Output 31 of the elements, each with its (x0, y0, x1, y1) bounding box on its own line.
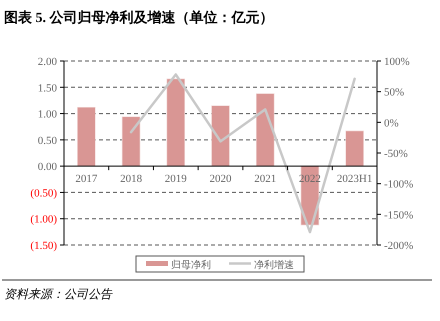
text: 资料来源：公司公告 (4, 287, 113, 301)
y-tick-label: 1.50 (38, 82, 58, 94)
x-tick-label: 2023H1 (336, 173, 372, 186)
bar (211, 105, 230, 166)
y2-tick-label: -100% (384, 178, 414, 191)
bar (166, 78, 186, 166)
chart-title: 图表 5. 公司归母净利及增速（单位：亿元） (4, 10, 274, 26)
y-tick-label: 0.50 (38, 134, 58, 147)
legend-label: 归母净利 (171, 259, 211, 271)
y2-tick-label: -50% (384, 148, 408, 160)
x-tick-label: 2019 (164, 173, 188, 186)
bar (345, 130, 364, 166)
y-tick-label: (1.00) (30, 214, 58, 226)
bar (77, 106, 96, 166)
bar (256, 93, 274, 166)
bar (122, 116, 140, 166)
y2-tick-label: 50% (384, 86, 404, 99)
y2-tick-label: 0% (384, 117, 399, 130)
y-tick-label: 1.00 (38, 108, 58, 121)
y-tick-label: 2.00 (38, 56, 58, 68)
x-tick-label: 2017 (75, 173, 98, 186)
y2-tick-label: -150% (384, 209, 414, 222)
y-tick-label: 0.00 (38, 161, 58, 174)
x-tick-label: 2021 (254, 173, 276, 186)
y-tick-label: (1.50) (30, 240, 58, 252)
x-tick-label: 2020 (210, 173, 232, 186)
y2-tick-label: 100% (384, 56, 410, 68)
legend-label: 净利增速 (254, 259, 294, 271)
y-tick-label: (0.50) (30, 187, 58, 200)
y2-tick-label: -200% (384, 240, 414, 252)
x-tick-label: 2018 (120, 173, 143, 186)
